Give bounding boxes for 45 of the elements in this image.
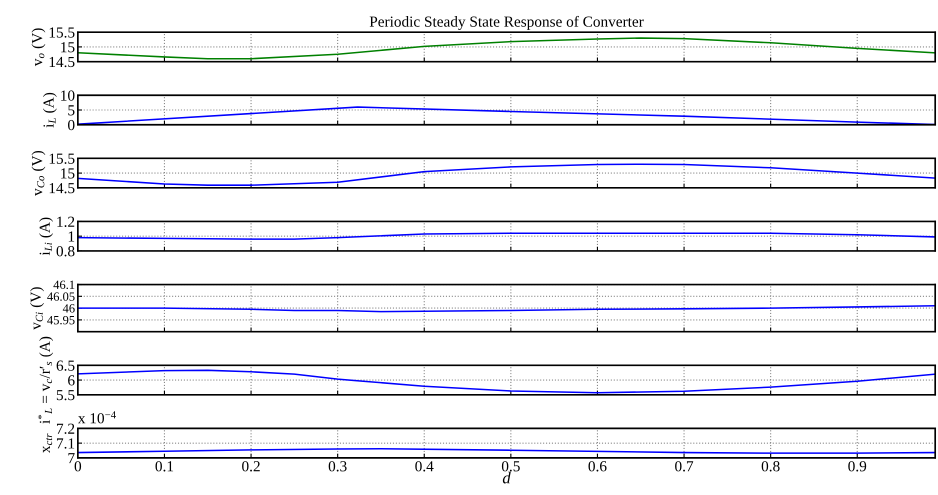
y-tick-label: 46.05 <box>47 292 75 301</box>
y-tick-label: 6.5 <box>56 360 74 371</box>
x-tick-label: 0.4 <box>415 461 434 472</box>
text: x 10$^{−4}$ <box>78 411 116 424</box>
x-axis-title: d <box>502 472 511 484</box>
x-tick-label: 0.5 <box>502 461 520 472</box>
y-tick-label: 1 <box>68 231 74 242</box>
x-tick-label: 0.1 <box>155 461 174 472</box>
x-tick-label: 0.2 <box>242 461 260 472</box>
y-axis-title: v$_{Co}$ (V) <box>32 150 46 196</box>
y-tick-label: 10 <box>61 90 74 101</box>
x-tick-label: 0.3 <box>328 461 347 472</box>
line-series <box>78 370 936 394</box>
y-tick-label: 1.2 <box>57 216 74 227</box>
chart-title: Periodic Steady State Response of Converter <box>370 16 644 30</box>
y-tick-label: 15 <box>61 42 74 52</box>
y-tick-label: 14.5 <box>50 183 74 194</box>
y-axis-title: x$_{ctr}$ <box>42 433 52 454</box>
y-tick-label: 15.5 <box>50 154 74 164</box>
y-tick-label: 0.8 <box>56 246 74 256</box>
x-tick-label: 0.6 <box>588 461 607 472</box>
y-axis-title: i$_{L}$ (A) <box>42 92 57 128</box>
y-tick-label: 14.5 <box>50 56 74 68</box>
x-tick-label: 0 <box>74 461 82 472</box>
y-tick-label: 7 <box>68 453 75 464</box>
y-tick-label: 0 <box>68 120 74 130</box>
y-axis-title: v$_{Ci}$ (V) <box>30 287 44 330</box>
x-tick-label: 0.7 <box>675 461 694 472</box>
y-axis-title: i$_{Li}$ (A) <box>39 218 53 256</box>
y-tick-label: 6 <box>68 375 75 386</box>
line-series <box>78 37 936 60</box>
y-tick-label: 15.5 <box>50 27 74 38</box>
y-tick-label: 46 <box>62 304 75 313</box>
y-tick-label: 46.1 <box>53 280 74 290</box>
y-tick-label: 5 <box>68 105 74 116</box>
y-axis-title: i$^{*}$$_{L}$ = v$_{c}$/r′$_{s}$ (A) <box>38 336 54 424</box>
y-axis-title: v$_{o}$ (V) <box>32 28 46 66</box>
y-tick-label: 45.95 <box>47 316 75 324</box>
line-series <box>78 163 936 186</box>
y-tick-label: 5.5 <box>56 390 74 400</box>
x-tick-label: 0.9 <box>848 461 866 472</box>
y-tick-label: 7.2 <box>56 424 74 434</box>
y-tick-label: 7.1 <box>56 438 74 449</box>
x-tick-label: 0.8 <box>762 461 780 472</box>
y-tick-label: 15 <box>61 168 74 179</box>
